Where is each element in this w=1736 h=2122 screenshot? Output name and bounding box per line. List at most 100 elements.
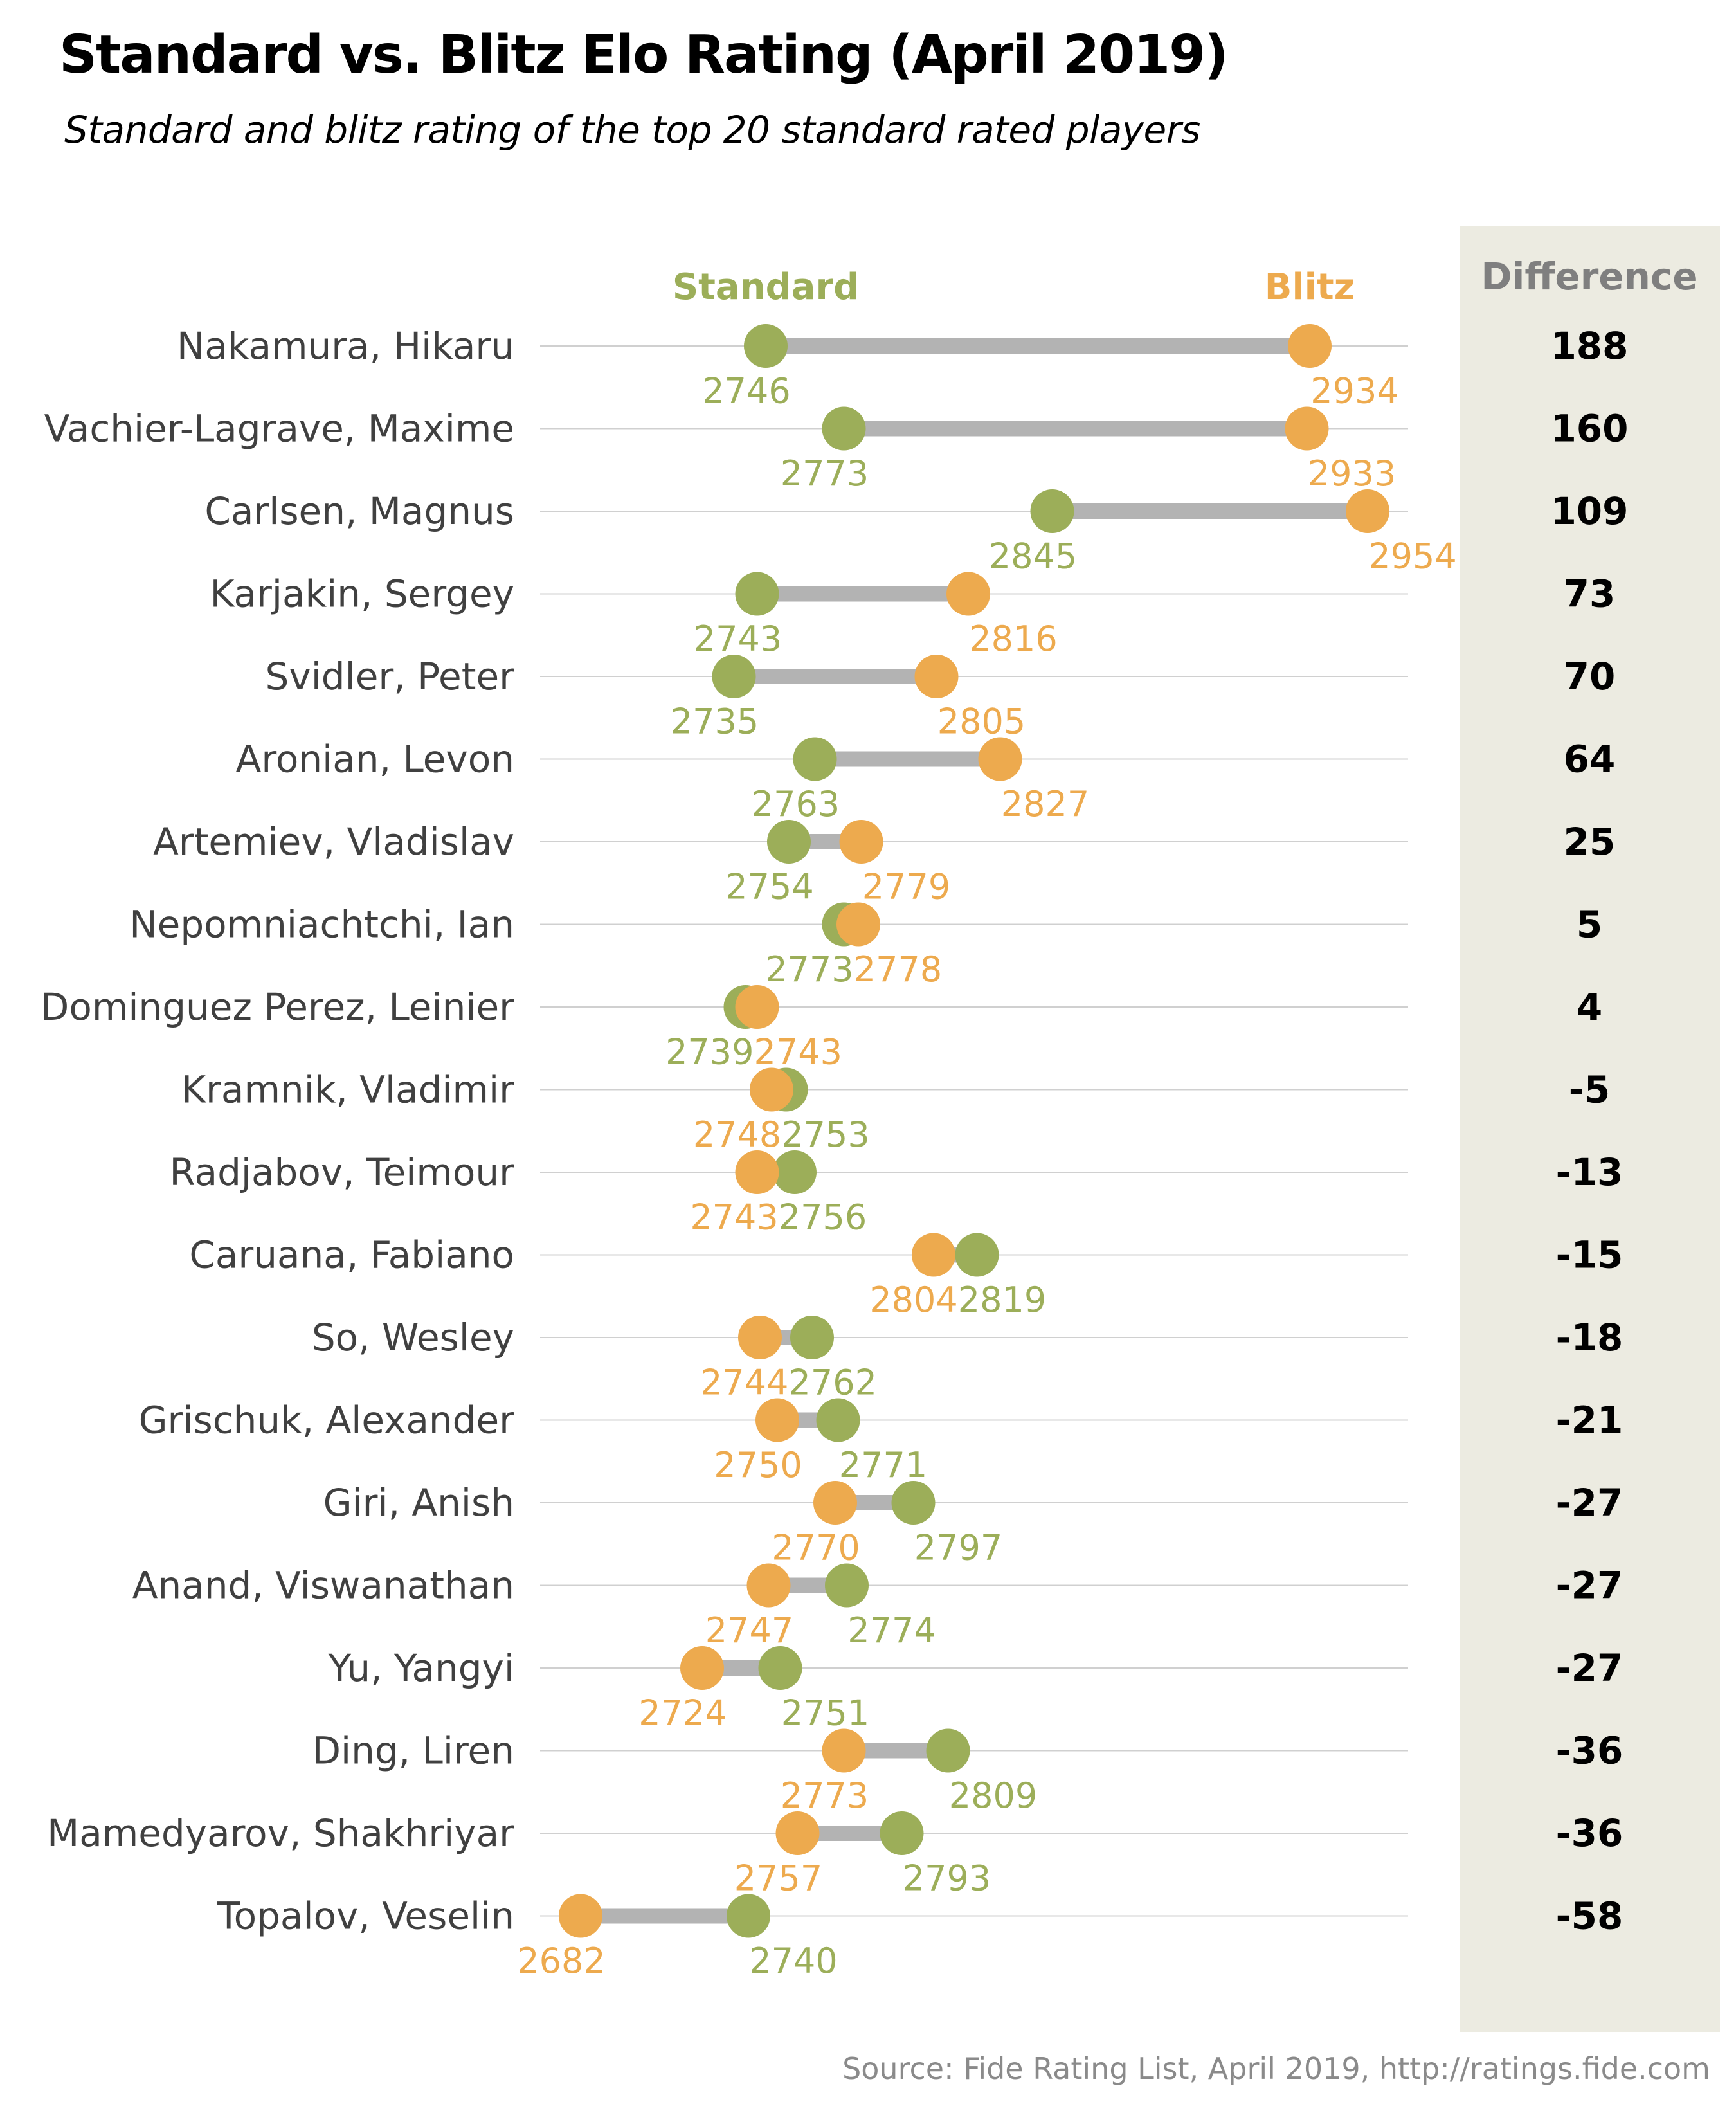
blitz-marker — [755, 1398, 799, 1442]
standard-marker — [773, 1150, 817, 1194]
standard-value-label: 2773 — [765, 949, 853, 990]
player-name: Grischuk, Alexander — [139, 1399, 515, 1442]
standard-value-label: 2754 — [725, 867, 813, 907]
player-name: Kramnik, Vladimir — [181, 1068, 514, 1112]
player-name: Aronian, Levon — [236, 738, 514, 781]
player-name: Ding, Liren — [312, 1729, 514, 1773]
blitz-marker — [775, 1811, 820, 1855]
difference-value: -5 — [1569, 1068, 1610, 1112]
blitz-value-label: 2773 — [781, 1775, 869, 1816]
player-name: Caruana, Fabiano — [189, 1233, 514, 1277]
standard-value-label: 2771 — [839, 1445, 927, 1485]
player-name: Nepomniachtchi, Ian — [129, 903, 514, 947]
standard-marker — [1030, 489, 1074, 533]
standard-value-label: 2793 — [903, 1858, 991, 1899]
standard-marker — [735, 572, 779, 616]
standard-value-label: 2763 — [752, 784, 840, 824]
blitz-marker — [836, 902, 880, 947]
difference-value: -27 — [1556, 1564, 1623, 1608]
difference-value: 25 — [1564, 820, 1616, 864]
standard-value-label: 2797 — [914, 1528, 1002, 1568]
blitz-marker — [1288, 324, 1332, 368]
standard-value-label: 2753 — [781, 1114, 869, 1155]
difference-header: Difference — [1481, 255, 1697, 298]
blitz-value-label: 2933 — [1308, 453, 1396, 494]
standard-marker — [758, 1646, 802, 1690]
standard-marker — [790, 1316, 834, 1359]
standard-marker — [955, 1233, 999, 1277]
player-name: Svidler, Peter — [266, 655, 515, 698]
blitz-marker — [914, 655, 959, 698]
difference-value: 64 — [1564, 738, 1616, 781]
standard-marker — [926, 1728, 970, 1773]
standard-marker — [793, 737, 837, 781]
standard-value-label: 2774 — [847, 1610, 936, 1651]
standard-marker — [880, 1811, 924, 1855]
difference-value: -58 — [1556, 1894, 1623, 1938]
blitz-value-label: 2827 — [1001, 784, 1089, 824]
player-name: So, Wesley — [312, 1316, 514, 1359]
standard-marker — [822, 406, 866, 451]
blitz-marker — [822, 1728, 866, 1773]
chart-subtitle: Standard and blitz rating of the top 20 … — [64, 108, 1200, 152]
player-name: Yu, Yangyi — [328, 1646, 514, 1690]
standard-marker — [744, 324, 788, 368]
blitz-value-label: 2750 — [714, 1445, 802, 1485]
player-name: Topalov, Veselin — [217, 1894, 514, 1938]
blitz-value-label: 2757 — [734, 1858, 822, 1899]
blitz-marker — [839, 820, 883, 864]
difference-value: 160 — [1550, 407, 1628, 451]
blitz-marker — [978, 737, 1022, 781]
blitz-value-label: 2779 — [862, 867, 950, 907]
blitz-marker — [946, 572, 990, 616]
blitz-value-label: 2805 — [937, 702, 1026, 742]
blitz-marker — [750, 1067, 793, 1112]
standard-marker — [891, 1481, 936, 1525]
blitz-marker — [1285, 406, 1329, 451]
difference-value: 109 — [1550, 489, 1628, 533]
difference-value: -15 — [1556, 1233, 1623, 1277]
source-note: Source: Fide Rating List, April 2019, ht… — [842, 2051, 1710, 2086]
difference-value: -18 — [1556, 1316, 1623, 1359]
blitz-value-label: 2816 — [969, 619, 1057, 659]
blitz-value-label: 2778 — [854, 949, 942, 990]
difference-value: -21 — [1556, 1399, 1623, 1442]
player-name: Nakamura, Hikaru — [177, 324, 514, 368]
player-name: Dominguez Perez, Leinier — [41, 985, 514, 1029]
difference-value: 188 — [1550, 324, 1628, 368]
standard-value-label: 2809 — [949, 1775, 1037, 1816]
blitz-value-label: 2770 — [772, 1528, 860, 1568]
difference-value: -27 — [1556, 1481, 1623, 1525]
difference-value: 5 — [1577, 903, 1602, 947]
blitz-value-label: 2747 — [705, 1610, 793, 1651]
player-name: Carlsen, Magnus — [204, 489, 514, 533]
blitz-marker — [912, 1233, 955, 1277]
difference-panel — [1460, 226, 1720, 2032]
blitz-marker — [813, 1481, 857, 1525]
player-name: Mamedyarov, Shakhriyar — [47, 1811, 514, 1855]
standard-value-label: 2845 — [989, 536, 1077, 577]
player-name: Radjabov, Teimour — [170, 1150, 515, 1194]
blitz-value-label: 2743 — [690, 1197, 778, 1238]
standard-value-label: 2746 — [702, 371, 790, 412]
difference-value: 73 — [1564, 572, 1616, 616]
player-name: Giri, Anish — [323, 1481, 514, 1525]
blitz-value-label: 2724 — [638, 1693, 727, 1734]
difference-value: -13 — [1556, 1150, 1623, 1194]
difference-value: -27 — [1556, 1646, 1623, 1690]
standard-marker — [816, 1398, 860, 1442]
chart-title: Standard vs. Blitz Elo Rating (April 201… — [59, 24, 1229, 86]
legend-standard-label: Standard — [673, 266, 859, 308]
blitz-marker — [746, 1563, 791, 1608]
standard-marker — [712, 655, 756, 698]
blitz-marker — [738, 1316, 782, 1359]
blitz-marker — [1346, 489, 1389, 533]
blitz-value-label: 2682 — [517, 1941, 605, 1981]
blitz-value-label: 2744 — [700, 1363, 788, 1403]
blitz-value-label: 2954 — [1368, 536, 1456, 577]
standard-marker — [767, 820, 811, 864]
difference-value: -36 — [1556, 1729, 1623, 1773]
blitz-marker — [735, 985, 779, 1029]
